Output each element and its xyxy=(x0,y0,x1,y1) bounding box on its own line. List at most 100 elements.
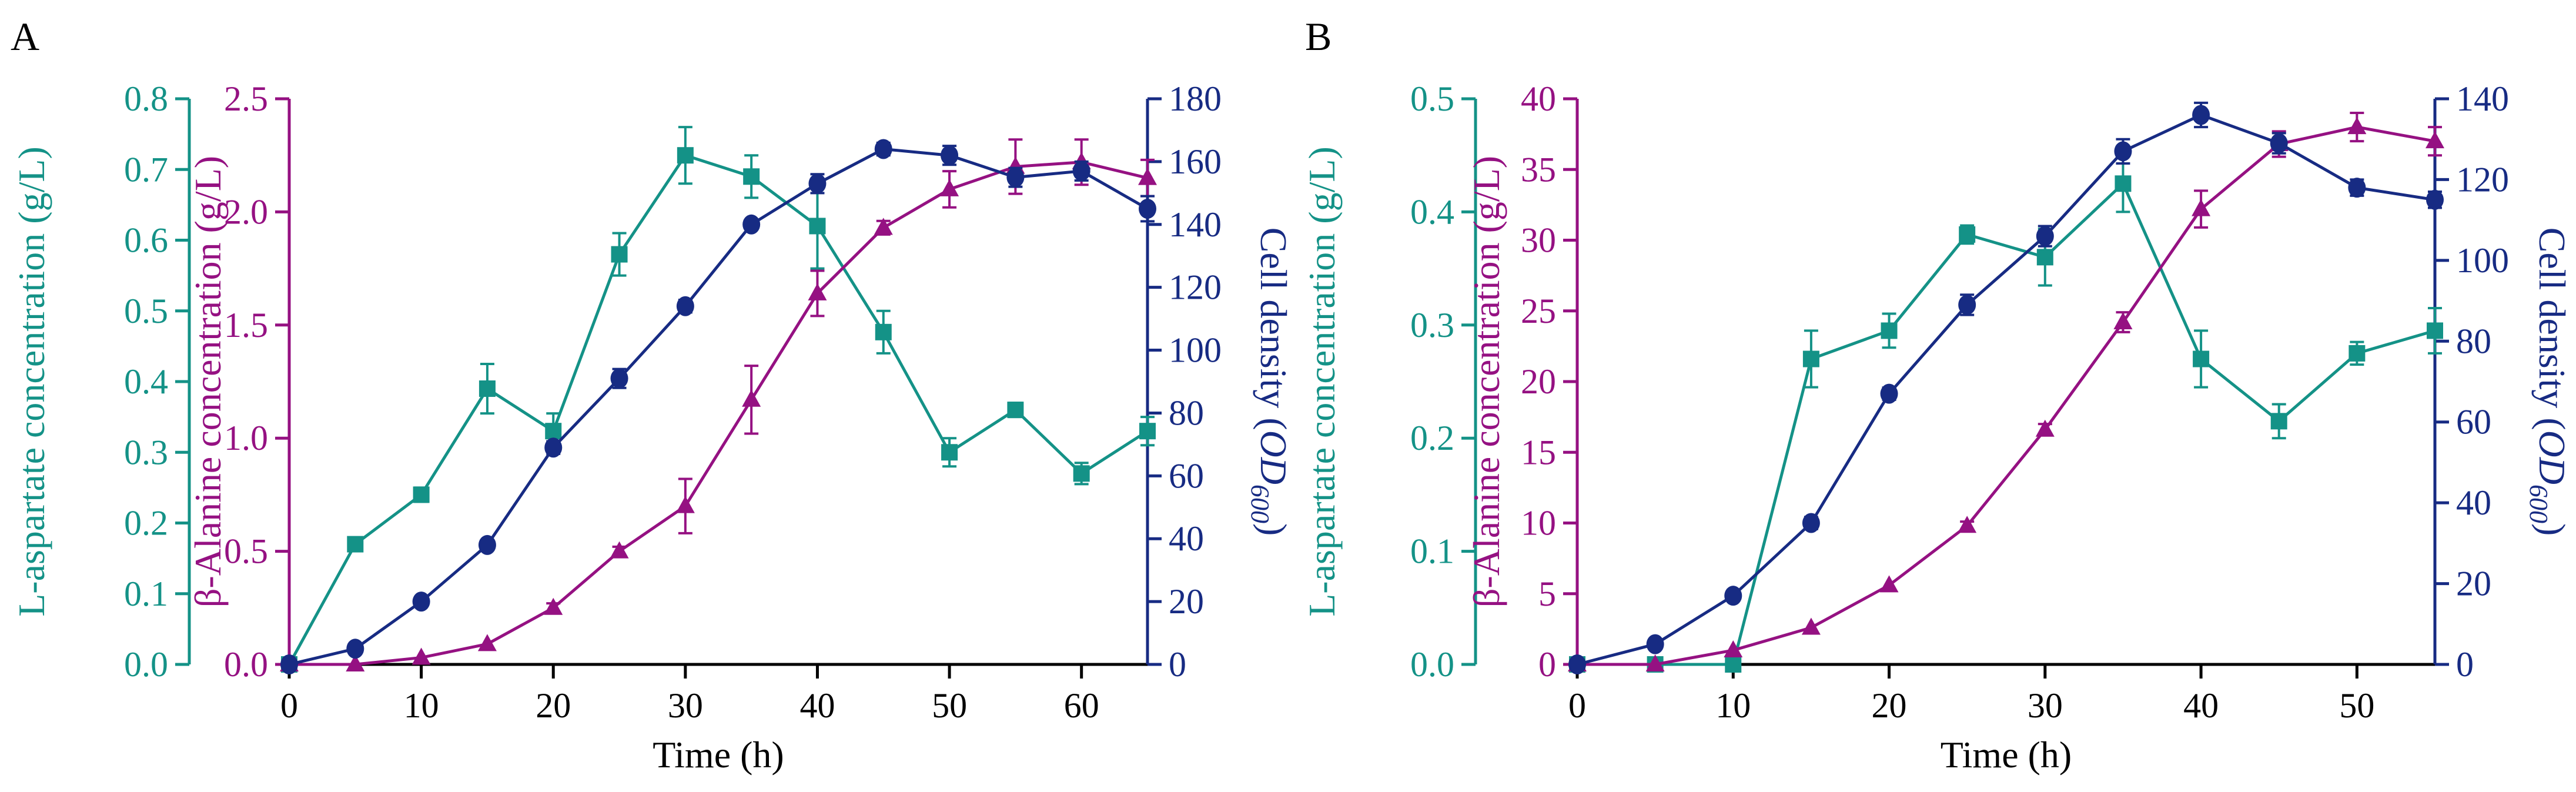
y-tick-label-left2: 0.5 xyxy=(224,532,268,571)
data-point-triangle xyxy=(1645,654,1665,671)
y-tick-label-right: 140 xyxy=(2456,79,2509,118)
data-point-square xyxy=(2115,175,2132,192)
data-point-triangle xyxy=(610,541,629,559)
data-point-circle xyxy=(1802,513,1820,533)
x-tick-label: 10 xyxy=(404,686,439,725)
y-axis-title-right: Cell density (OD600) xyxy=(2524,228,2573,536)
x-tick-label: 0 xyxy=(280,686,298,725)
data-point-circle xyxy=(1568,654,1586,674)
data-point-square xyxy=(743,168,760,185)
y-tick-label-left2: 0 xyxy=(1538,645,1556,684)
y-axis-title-subscript: 600 xyxy=(1246,484,1274,523)
data-point-triangle xyxy=(1724,640,1743,657)
data-point-triangle xyxy=(2426,131,2444,149)
series-line xyxy=(1577,125,2436,666)
series-cell-density xyxy=(1568,101,2444,674)
chart-panel-a: A 0 10 20 30 40 50 60 Time (h) 0.0 0.1 0.2 0.3 0.4 0.5… xyxy=(11,14,1294,776)
y-tick-label-left1: 0.5 xyxy=(1410,79,1454,118)
data-point-square xyxy=(677,147,694,164)
series-line xyxy=(287,153,1149,666)
x-tick-label: 60 xyxy=(1064,686,1099,725)
x-tick-label: 40 xyxy=(799,686,835,725)
y-tick-label-left1: 0.0 xyxy=(1410,645,1454,684)
series-l-aspartate xyxy=(1569,154,2443,673)
y-tick-label-right: 160 xyxy=(1169,142,1222,181)
y-tick-label-left1: 0.7 xyxy=(124,150,168,189)
data-point-circle xyxy=(1139,199,1156,219)
data-point-triangle xyxy=(675,496,695,513)
series-line xyxy=(289,161,1148,666)
y-tick-label-right: 0 xyxy=(2456,645,2474,684)
y-tick-label-left2: 20 xyxy=(1521,362,1556,401)
data-point-square xyxy=(1881,322,1898,339)
y-tick-label-left1: 0.3 xyxy=(1410,306,1454,345)
y-axis-title-subscript: 600 xyxy=(2524,484,2553,523)
series-cell-density xyxy=(280,139,1156,674)
y-tick-label-left2: 10 xyxy=(1521,504,1556,543)
series-line xyxy=(289,147,1149,666)
y-tick-label-right: 40 xyxy=(2456,483,2491,522)
data-point-square xyxy=(2270,413,2287,430)
data-point-circle xyxy=(941,145,959,166)
y-tick-label-right: 100 xyxy=(2456,241,2509,280)
y-tick-label-right: 60 xyxy=(1169,456,1204,495)
series-l-aspartate xyxy=(281,126,1156,673)
data-point-triangle xyxy=(2035,419,2055,437)
data-point-circle xyxy=(2114,141,2132,162)
data-point-circle xyxy=(1724,586,1742,606)
data-point-triangle xyxy=(808,283,827,300)
y-tick-label-left2: 30 xyxy=(1521,221,1556,260)
y-tick-label-right: 80 xyxy=(1169,393,1204,432)
series-line xyxy=(1577,113,2436,666)
y-tick-label-right: 140 xyxy=(1169,205,1222,244)
y-tick-label-left1: 0.6 xyxy=(124,221,168,260)
y-tick-label-right: 80 xyxy=(2456,322,2491,360)
y-axis-title-italic: OD xyxy=(1253,430,1294,484)
series--alanine xyxy=(280,138,1157,671)
series-line xyxy=(1577,181,2436,666)
data-point-circle xyxy=(1006,167,1025,188)
y-tick-label-right: 20 xyxy=(2456,564,2491,603)
data-point-square xyxy=(479,380,496,397)
y-axis-title-part: ) xyxy=(1253,523,1294,536)
y-tick-label-right: 60 xyxy=(2456,403,2491,442)
x-tick-label: 20 xyxy=(1872,686,1907,725)
y-tick-label-left1: 0.1 xyxy=(124,574,168,613)
x-axis-title: Time (h) xyxy=(653,734,784,776)
x-tick-label: 10 xyxy=(1715,686,1751,725)
y-tick-label-left1: 0.2 xyxy=(124,504,168,543)
data-point-square xyxy=(1802,350,1819,367)
data-point-triangle xyxy=(940,179,959,196)
data-point-square xyxy=(347,536,364,553)
y-axis-title-right: Cell density (OD600) xyxy=(1246,228,1294,536)
x-tick-label: 40 xyxy=(2183,686,2219,725)
y-tick-label-right: 40 xyxy=(1169,519,1204,558)
y-tick-label-left2: 40 xyxy=(1521,79,1556,118)
data-point-circle xyxy=(2036,226,2054,246)
data-point-circle xyxy=(676,296,694,316)
y-tick-label-left1: 0.4 xyxy=(1410,192,1454,231)
y-tick-label-right: 180 xyxy=(1169,79,1222,118)
data-point-triangle xyxy=(544,597,563,615)
data-point-triangle xyxy=(2192,199,2211,216)
y-axis-title-italic: OD xyxy=(2531,430,2573,484)
data-point-square xyxy=(2193,350,2210,367)
y-axis-title-part: ) xyxy=(2531,523,2573,536)
data-point-square xyxy=(2348,345,2366,362)
data-point-circle xyxy=(1072,161,1090,181)
y-tick-label-left2: 2.5 xyxy=(224,79,268,118)
y-tick-label-left2: 35 xyxy=(1521,150,1556,189)
x-tick-label: 30 xyxy=(668,686,703,725)
data-point-square xyxy=(2427,322,2443,339)
data-point-circle xyxy=(544,437,563,458)
x-tick-label: 50 xyxy=(932,686,967,725)
y-tick-label-right: 120 xyxy=(2456,160,2509,199)
data-point-square xyxy=(1073,465,1090,482)
data-point-triangle xyxy=(1958,516,1977,533)
y-tick-label-right: 0 xyxy=(1169,645,1186,684)
data-point-circle xyxy=(1646,634,1664,654)
data-point-circle xyxy=(2192,105,2210,125)
data-point-triangle xyxy=(2113,312,2133,329)
y-axis-title-part: Cell density ( xyxy=(1253,228,1294,430)
